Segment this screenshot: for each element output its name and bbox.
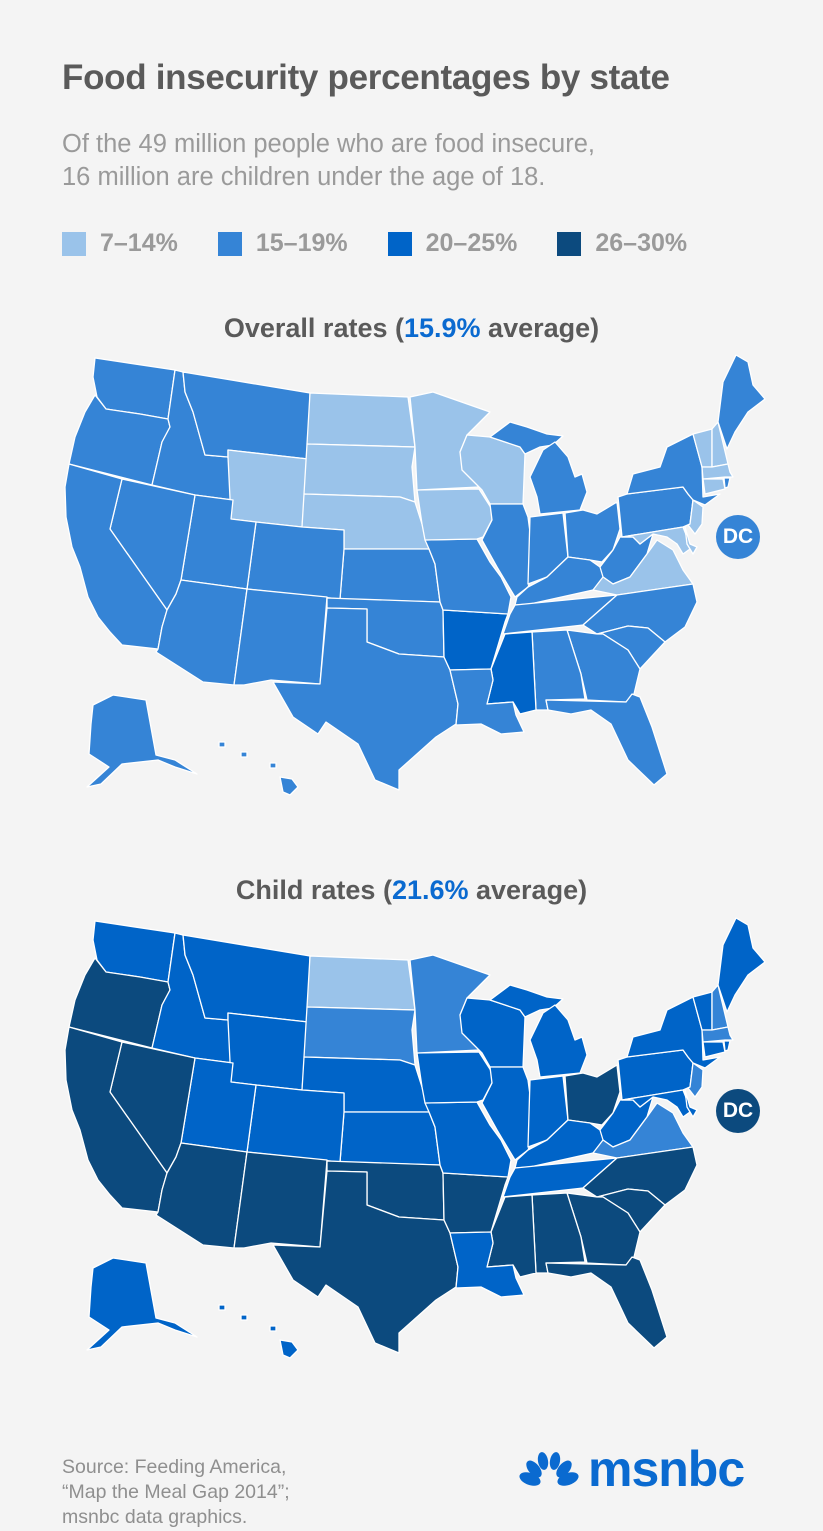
state-illinois xyxy=(481,503,536,598)
source-note: Source: Feeding America, “Map the Meal G… xyxy=(62,1455,290,1530)
legend-item-7-14: 7–14% xyxy=(62,229,178,258)
state-montana xyxy=(182,934,311,1023)
legend-label: 7–14% xyxy=(100,229,178,257)
state-california xyxy=(64,463,168,650)
state-georgia xyxy=(566,629,641,703)
page-title: Food insecurity percentages by state xyxy=(62,58,670,97)
state-alabama xyxy=(531,1192,586,1274)
legend-item-26-30: 26–30% xyxy=(557,229,687,258)
state-new-york xyxy=(626,996,721,1069)
source-line-3: msnbc data graphics. xyxy=(62,1506,248,1528)
state-delaware xyxy=(684,1089,698,1118)
state-hawaii xyxy=(218,1304,299,1359)
legend-item-15-19: 15–19% xyxy=(217,229,348,258)
state-california xyxy=(64,1026,168,1213)
state-kansas xyxy=(339,1111,441,1166)
source-line-1: Source: Feeding America, xyxy=(62,1456,287,1478)
state-new-mexico xyxy=(233,588,328,686)
state-missouri xyxy=(424,538,512,615)
nbc-peacock-icon xyxy=(519,1452,579,1486)
state-rhode-island xyxy=(723,1040,731,1052)
state-connecticut xyxy=(702,1041,726,1058)
state-missouri xyxy=(424,1101,512,1178)
state-wyoming xyxy=(227,1012,309,1091)
logo-text: msnbc xyxy=(588,1441,745,1497)
state-rhode-island xyxy=(723,477,731,489)
state-alaska xyxy=(86,694,198,788)
subtitle-line-2: 16 million are children under the age of… xyxy=(62,163,546,191)
state-new-york xyxy=(626,433,721,506)
legend-swatch xyxy=(62,231,86,256)
state-michigan-upper xyxy=(489,421,564,455)
state-louisiana xyxy=(449,1231,525,1298)
state-iowa xyxy=(416,1051,496,1104)
legend-swatch xyxy=(557,231,582,256)
legend-item-20-25: 20–25% xyxy=(387,229,518,258)
state-florida xyxy=(545,1256,668,1349)
child-map-title: Child rates (21.6% average) xyxy=(0,875,823,906)
state-georgia xyxy=(566,1192,641,1266)
legend-label: 20–25% xyxy=(425,229,518,257)
overall-average: 15.9% xyxy=(403,313,481,343)
state-connecticut xyxy=(702,478,726,495)
dc-marker-child: DC xyxy=(716,1089,760,1133)
legend-label: 26–30% xyxy=(595,229,688,257)
state-illinois xyxy=(481,1066,536,1161)
state-michigan-lower xyxy=(529,1004,588,1078)
dc-marker-overall: DC xyxy=(716,515,760,559)
state-texas xyxy=(272,1170,459,1354)
state-maine xyxy=(717,917,766,1013)
state-michigan-upper xyxy=(489,984,564,1018)
legend-swatch xyxy=(387,231,412,256)
state-michigan-lower xyxy=(529,441,588,515)
overall-map-title: Overall rates (15.9% average) xyxy=(0,313,823,344)
state-north-dakota xyxy=(306,955,416,1011)
source-line-2: “Map the Meal Gap 2014”; xyxy=(62,1481,290,1503)
state-delaware xyxy=(684,526,698,555)
state-alaska xyxy=(86,1257,198,1351)
state-louisiana xyxy=(449,668,525,735)
msnbc-logo: msnbc xyxy=(518,1441,745,1497)
legend: 7–14% 15–19% 20–25% 26–30% xyxy=(62,229,687,258)
state-alabama xyxy=(531,629,586,711)
child-average: 21.6% xyxy=(391,875,469,905)
title-prefix: Child rates ( xyxy=(235,875,392,905)
title-prefix: Overall rates ( xyxy=(223,313,404,343)
state-hawaii xyxy=(218,741,299,796)
subtitle-line-1: Of the 49 million people who are food in… xyxy=(62,130,595,158)
state-maine xyxy=(717,354,766,450)
legend-label: 15–19% xyxy=(255,229,348,257)
state-new-jersey xyxy=(687,1062,704,1098)
state-new-jersey xyxy=(687,499,704,535)
legend-swatch xyxy=(217,231,242,256)
state-florida xyxy=(545,693,668,786)
state-colorado xyxy=(246,1084,345,1163)
title-suffix: average) xyxy=(468,875,588,905)
title-suffix: average) xyxy=(480,313,600,343)
state-texas xyxy=(272,607,459,791)
state-new-mexico xyxy=(233,1151,328,1249)
subtitle: Of the 49 million people who are food in… xyxy=(62,128,595,194)
state-south-dakota xyxy=(303,1006,416,1066)
state-iowa xyxy=(416,488,496,541)
